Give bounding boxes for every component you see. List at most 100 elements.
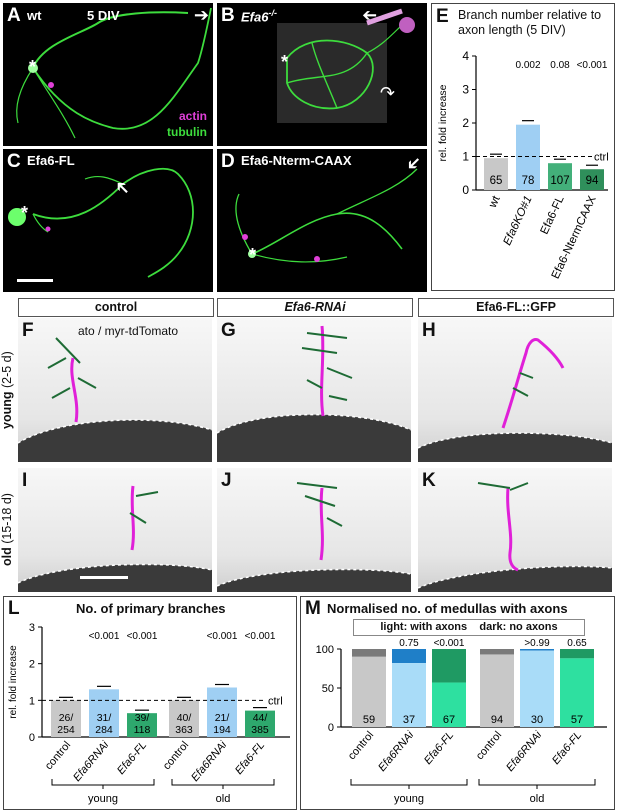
panel-letter: K [422, 470, 436, 491]
category-label: Efa6-FL [422, 729, 456, 767]
panel-i: I [18, 468, 212, 592]
bar [516, 124, 540, 190]
panel-label: Efa6-/- [241, 8, 277, 24]
panel-letter: D [221, 151, 235, 172]
bar-n-label: 40/ [177, 712, 192, 724]
panel-g-micrograph [217, 325, 411, 462]
bar-with-axons [352, 656, 386, 727]
bar-n-label: 21/ [215, 712, 230, 724]
legend-light: light: with axons [380, 621, 468, 633]
bar-with-axons [520, 650, 554, 727]
legend-box: light: with axons dark: no axons [353, 619, 585, 636]
svg-text:*: * [21, 203, 28, 223]
bar [51, 700, 81, 737]
panel-letter: C [7, 151, 21, 172]
p-value-label: <0.001 [434, 638, 465, 649]
legend-actin: actin [178, 109, 207, 123]
panel-f: F ato / myr-tdTomato [18, 318, 212, 462]
bar-no-axons [520, 649, 554, 651]
bar-n-label: 107 [550, 175, 569, 187]
svg-text:*: * [29, 57, 36, 77]
bar-n-label: 31/ [97, 712, 112, 724]
panel-j-micrograph [217, 482, 411, 592]
category-label: wt [487, 193, 503, 210]
y-tick-label: 2 [29, 659, 35, 671]
panel-k: K [418, 468, 612, 592]
category-label: Efa6RNAi [504, 729, 545, 774]
row-old: old [0, 547, 14, 567]
category-label: control [43, 739, 73, 772]
category-label: control [161, 739, 191, 772]
bar-n-label: 26/ [59, 712, 74, 724]
p-value-label: 0.08 [550, 60, 570, 71]
panel-j: J [217, 468, 411, 592]
y-tick-label: 50 [322, 683, 334, 695]
category-label: Efa6-FL [539, 194, 567, 237]
group-bracket [171, 779, 275, 789]
panel-a-micrograph: * [16, 7, 212, 139]
bar-n-label: 94 [491, 714, 503, 726]
row-young-range: (2-5 d) [0, 351, 14, 388]
row-old-range: (15-18 d) [0, 493, 14, 545]
panel-letter: G [221, 320, 236, 341]
bar-n-label: 94 [586, 175, 599, 187]
panel-b: * B Efa6-/- ➔ ↷ [217, 3, 427, 146]
legend-tubulin: tubulin [167, 125, 207, 139]
bar-n-label: 59 [363, 714, 375, 726]
panel-letter: F [22, 320, 34, 341]
category-label: control [474, 729, 504, 762]
bar-n-label: 194 [213, 724, 231, 736]
genotype-sup: -/- [268, 8, 277, 18]
bar-n-label: 57 [571, 714, 583, 726]
bar [484, 158, 508, 190]
row-young: young [0, 391, 14, 429]
panel-h-micrograph [418, 338, 612, 462]
p-value-label: <0.001 [127, 631, 158, 642]
bar-n-label: 44/ [253, 712, 268, 724]
category-label: Efa6-FL [115, 739, 149, 777]
legend-dark: dark: no axons [479, 621, 558, 633]
chart-e-svg: 0 1 2 3 4 rel. fold increase 65 wt 78 0.002 Efa6KO… [437, 49, 609, 281]
bar-n-label: 254 [57, 724, 75, 736]
group-label: old [216, 793, 231, 805]
panel-d: * D Efa6-Nterm-CAAX ➔ [217, 149, 427, 292]
category-label: Efa6KO#1 [501, 194, 534, 247]
y-tick-label: 1 [462, 150, 469, 164]
y-tick-label: 3 [462, 83, 469, 97]
arrow-left-icon: ➔ [361, 5, 377, 25]
panel-letter: A [7, 5, 21, 26]
bar-n-label: 37 [403, 714, 415, 726]
bar-no-axons [432, 649, 466, 683]
y-tick-label: 3 [29, 622, 35, 634]
panel-letter: J [221, 470, 232, 491]
reference-label: ctrl [594, 152, 609, 164]
reference-label: ctrl [268, 695, 283, 707]
panel-c: * C Efa6-FL ➔ [3, 149, 213, 292]
y-axis-label: rel. fold increase [8, 645, 19, 719]
column-header-control: control [18, 298, 214, 317]
category-label: Efa6RNAi [189, 739, 230, 784]
panel-letter: E [436, 6, 449, 27]
bar [207, 687, 237, 737]
bar-no-axons [480, 649, 514, 655]
chart-title: Normalised no. of medullas with axons [327, 601, 568, 616]
p-value-label: >0.99 [524, 638, 550, 649]
bar-n-label: 67 [443, 714, 455, 726]
panel-g: G [217, 318, 411, 462]
bar-no-axons [392, 649, 426, 664]
row-label-young: young (2-5 d) [0, 318, 18, 462]
chart-m-svg: 0 50 100 59 control 37 0.75 Efa6RNAi 67 <0.001 Efa… [316, 638, 607, 805]
bar-n-label: 30 [531, 714, 543, 726]
panel-letter: L [8, 598, 20, 619]
bar-with-axons [480, 654, 514, 727]
bar-no-axons [560, 649, 594, 659]
bar-n-label: 118 [134, 724, 151, 736]
y-tick-label: 1 [29, 695, 35, 707]
bar-with-axons [392, 663, 426, 727]
bar-with-axons [432, 682, 466, 727]
group-label: young [394, 793, 424, 805]
chart-l-svg: 0 1 2 3 rel. fold increase 26/254 control 31/28… [8, 622, 290, 805]
p-value-label: <0.001 [207, 631, 238, 642]
panel-l: L No. of primary branches 0 1 2 3 rel. fold … [3, 596, 297, 810]
p-value-label: 0.75 [399, 638, 419, 649]
